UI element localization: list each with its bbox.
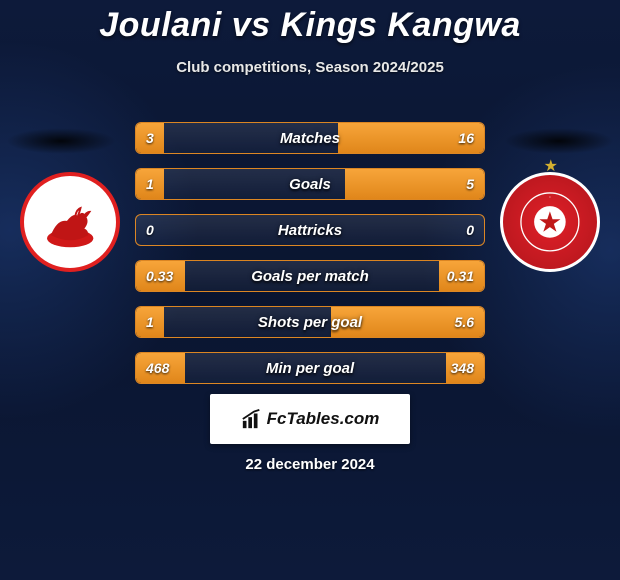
stat-value-left: 0 — [146, 222, 154, 238]
team-badge-left — [20, 172, 120, 272]
stat-value-left: 3 — [146, 130, 154, 146]
date-text: 22 december 2024 — [0, 456, 620, 473]
stat-fill-right — [345, 169, 484, 199]
stat-label: Min per goal — [266, 360, 354, 377]
content: Joulani vs Kings Kangwa Club competition… — [0, 0, 620, 580]
team-badge-right: • — [500, 172, 600, 272]
stat-value-right: 0 — [466, 222, 474, 238]
stat-value-left: 1 — [146, 176, 154, 192]
svg-text:•: • — [549, 195, 551, 199]
stat-row: 1 Shots per goal 5.6 — [135, 306, 485, 338]
stat-rows: 3 Matches 16 1 Goals 5 0 Hattricks 0 0.33 Goals pe… — [135, 122, 485, 398]
stat-value-right: 348 — [451, 360, 474, 376]
shadow-left — [6, 128, 116, 154]
stat-value-right: 0.31 — [447, 268, 474, 284]
stat-label: Matches — [280, 130, 340, 147]
stat-row: 0.33 Goals per match 0.31 — [135, 260, 485, 292]
stat-value-left: 0.33 — [146, 268, 173, 284]
stat-label: Goals per match — [251, 268, 369, 285]
brand-chart-icon — [241, 408, 263, 430]
stat-row: 0 Hattricks 0 — [135, 214, 485, 246]
brand-text: FcTables.com — [267, 409, 380, 429]
brand-badge[interactable]: FcTables.com — [210, 394, 410, 444]
shadow-right — [504, 128, 614, 154]
stat-label: Hattricks — [278, 222, 342, 239]
stat-value-left: 468 — [146, 360, 169, 376]
stat-value-right: 16 — [458, 130, 474, 146]
team-badge-right-icon: • — [517, 189, 583, 255]
stat-value-right: 5.6 — [455, 314, 474, 330]
stat-row: 468 Min per goal 348 — [135, 352, 485, 384]
subtitle: Club competitions, Season 2024/2025 — [0, 59, 620, 76]
team-badge-left-icon — [38, 190, 102, 254]
stat-label: Goals — [289, 176, 331, 193]
stat-label: Shots per goal — [258, 314, 362, 331]
page-title: Joulani vs Kings Kangwa — [0, 0, 620, 45]
stat-value-right: 5 — [466, 176, 474, 192]
stat-value-left: 1 — [146, 314, 154, 330]
stat-row: 1 Goals 5 — [135, 168, 485, 200]
stat-row: 3 Matches 16 — [135, 122, 485, 154]
